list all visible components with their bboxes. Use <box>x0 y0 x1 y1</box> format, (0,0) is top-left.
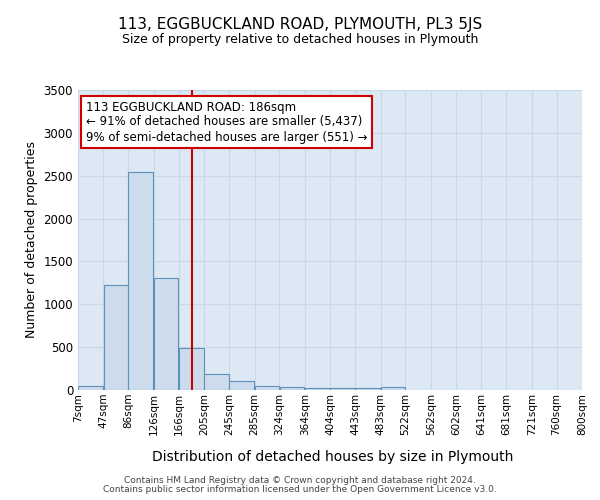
Bar <box>331 388 355 390</box>
Text: Contains HM Land Registry data © Crown copyright and database right 2024.: Contains HM Land Registry data © Crown c… <box>124 476 476 485</box>
Bar <box>229 382 254 390</box>
Bar <box>380 388 405 390</box>
Text: 113 EGGBUCKLAND ROAD: 186sqm
← 91% of detached houses are smaller (5,437)
9% of : 113 EGGBUCKLAND ROAD: 186sqm ← 91% of de… <box>86 100 367 144</box>
Bar <box>280 386 304 390</box>
Text: Size of property relative to detached houses in Plymouth: Size of property relative to detached ho… <box>122 32 478 46</box>
Bar <box>104 286 128 390</box>
Bar <box>179 348 204 390</box>
Bar <box>78 386 103 390</box>
Bar <box>255 386 280 390</box>
Bar <box>355 388 380 390</box>
Bar <box>154 278 178 390</box>
Text: 113, EGGBUCKLAND ROAD, PLYMOUTH, PL3 5JS: 113, EGGBUCKLAND ROAD, PLYMOUTH, PL3 5JS <box>118 18 482 32</box>
Text: Contains public sector information licensed under the Open Government Licence v3: Contains public sector information licen… <box>103 485 497 494</box>
Bar <box>128 172 153 390</box>
Text: Distribution of detached houses by size in Plymouth: Distribution of detached houses by size … <box>152 450 514 464</box>
Y-axis label: Number of detached properties: Number of detached properties <box>25 142 38 338</box>
Bar <box>204 374 229 390</box>
Bar <box>305 388 329 390</box>
